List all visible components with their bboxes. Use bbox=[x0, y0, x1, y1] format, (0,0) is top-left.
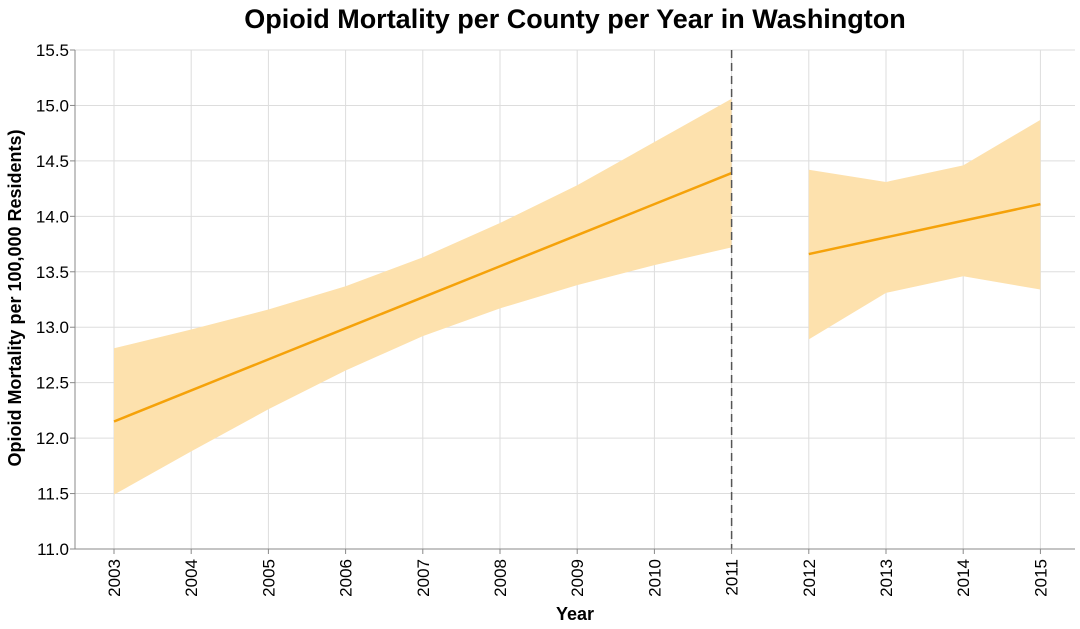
y-tick-label: 12.5 bbox=[36, 374, 69, 393]
y-tick-label: 11.0 bbox=[37, 540, 69, 559]
y-tick-labels: 11.0 11.5 12.0 12.5 13.0 13.5 14.0 14.5 15.0 15.5 bbox=[36, 41, 69, 559]
x-tick-labels: 2003 2004 2005 2006 2007 2008 2009 2010 2011 2012… bbox=[105, 559, 1050, 597]
y-axis-title: Opioid Mortality per 100,000 Residents) bbox=[5, 129, 25, 466]
y-tick-label: 14.5 bbox=[36, 152, 69, 171]
y-tick-label: 11.5 bbox=[37, 485, 69, 504]
trend-lines bbox=[113, 171, 1041, 423]
axes bbox=[70, 49, 1075, 554]
x-tick-label: 2003 bbox=[105, 559, 124, 597]
x-tick-label: 2004 bbox=[182, 559, 201, 597]
x-tick-label: 2012 bbox=[800, 559, 819, 597]
y-tick-label: 15.0 bbox=[36, 96, 69, 115]
x-axis-title: Year bbox=[556, 604, 594, 624]
x-tick-label: 2013 bbox=[877, 559, 896, 597]
trend-line-1 bbox=[113, 171, 733, 423]
grid bbox=[75, 49, 1075, 550]
x-tick-label: 2011 bbox=[723, 559, 742, 596]
x-tick-label: 2015 bbox=[1031, 559, 1050, 597]
chart-title: Opioid Mortality per County per Year in … bbox=[244, 4, 906, 34]
trend-line-2 bbox=[808, 202, 1041, 256]
x-tick-label: 2009 bbox=[568, 559, 587, 597]
y-tick-label: 13.5 bbox=[36, 263, 69, 282]
x-tick-label: 2014 bbox=[954, 559, 973, 597]
y-tick-label: 15.5 bbox=[36, 41, 69, 60]
x-tick-label: 2006 bbox=[337, 559, 356, 597]
x-tick-label: 2007 bbox=[414, 559, 433, 597]
y-tick-label: 14.0 bbox=[36, 207, 69, 226]
x-tick-label: 2005 bbox=[259, 559, 278, 597]
x-tick-label: 2008 bbox=[491, 559, 510, 597]
y-tick-label: 12.0 bbox=[36, 429, 69, 448]
y-tick-label: 13.0 bbox=[36, 318, 69, 337]
x-tick-label: 2010 bbox=[645, 559, 664, 597]
